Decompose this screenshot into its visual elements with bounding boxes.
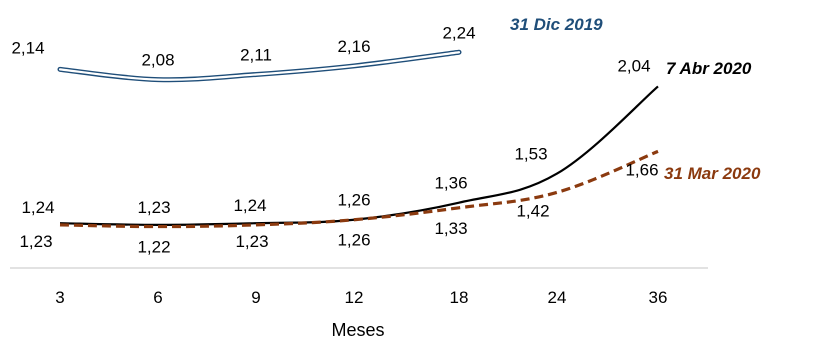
x-tick-label-36: 36 [649, 288, 668, 307]
data-label-31-mar-2020-6: 1,22 [137, 238, 170, 257]
data-label-7-abr-2020-12: 1,26 [337, 191, 370, 210]
data-label-7-abr-2020-36: 2,04 [617, 56, 650, 75]
data-label-31-dic-2019-12: 2,16 [337, 37, 370, 56]
series-line-31-dic-2019 [58, 51, 461, 81]
x-tick-label-6: 6 [153, 288, 162, 307]
data-label-7-abr-2020-18: 1,36 [434, 174, 467, 193]
legend-layer: 31 Dic 2019 7 Abr 2020 31 Mar 2020 [510, 15, 761, 183]
data-label-31-mar-2020-24: 1,42 [516, 201, 549, 220]
data-label-31-mar-2020-12: 1,26 [337, 231, 370, 250]
x-tick-label-12: 12 [345, 288, 364, 307]
data-label-7-abr-2020-9: 1,24 [233, 196, 266, 215]
series-layer [57, 49, 659, 229]
data-label-7-abr-2020-24: 1,53 [514, 145, 547, 164]
data-label-31-mar-2020-9: 1,23 [235, 232, 268, 251]
x-tick-label-9: 9 [251, 288, 260, 307]
x-tick-label-24: 24 [548, 288, 567, 307]
data-label-7-abr-2020-6: 1,23 [137, 198, 170, 217]
data-label-31-dic-2019-3: 2,14 [11, 38, 44, 57]
data-label-31-dic-2019-9: 2,11 [240, 45, 272, 64]
legend-label-31-mar-2020: 31 Mar 2020 [664, 164, 761, 183]
x-tick-label-3: 3 [55, 288, 64, 307]
legend-label-7-abr-2020: 7 Abr 2020 [666, 59, 752, 78]
series-line-7-abr-2020 [59, 85, 659, 226]
legend-label-31-dic-2019: 31 Dic 2019 [510, 15, 603, 34]
data-label-31-mar-2020-18: 1,33 [434, 219, 467, 238]
data-label-31-mar-2020-36: 1,66 [625, 160, 658, 179]
data-label-layer: 2,14 2,08 2,11 2,16 2,24 1,24 1,23 1,24 1,26 1,36… [11, 23, 658, 256]
data-label-31-mar-2020-3: 1,23 [19, 232, 52, 251]
data-label-31-dic-2019-18: 2,24 [442, 23, 475, 42]
series-line-31-mar-2020 [59, 149, 659, 229]
x-axis-title: Meses [331, 320, 384, 340]
x-tick-layer: 3 6 9 12 18 24 36 [55, 288, 667, 307]
data-label-31-dic-2019-6: 2,08 [141, 51, 174, 70]
x-tick-label-18: 18 [450, 288, 469, 307]
data-label-7-abr-2020-3: 1,24 [21, 198, 54, 217]
